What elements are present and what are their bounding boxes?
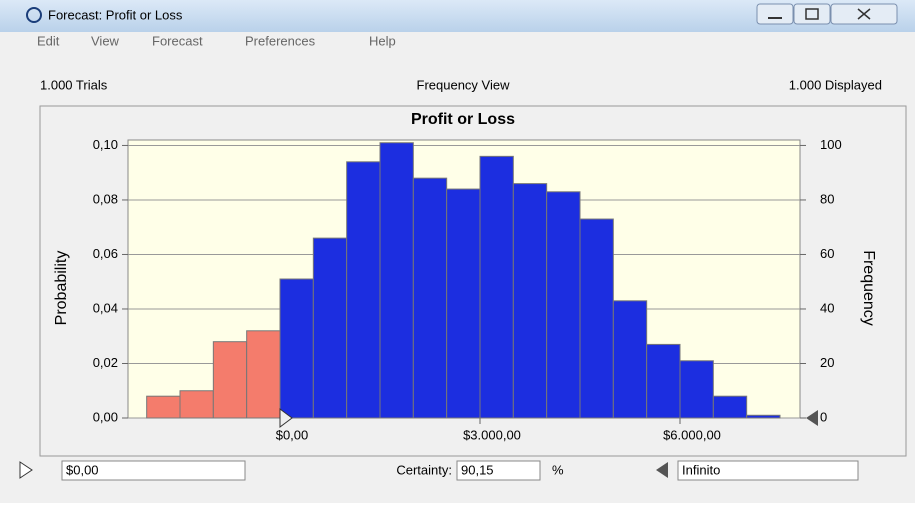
- y2-axis-label: Frequency: [860, 250, 877, 326]
- x-tick-label: $0,00: [276, 427, 309, 442]
- close-icon: [857, 8, 871, 20]
- y-tick-label: 0,02: [93, 355, 118, 370]
- bar: [246, 330, 281, 419]
- lower-input[interactable]: [61, 460, 246, 481]
- bar: [579, 218, 614, 419]
- lower-grabber[interactable]: [19, 461, 33, 479]
- upper-value: Infinito: [682, 462, 720, 477]
- menu-item[interactable]: Edit: [37, 33, 60, 48]
- bar: [346, 161, 381, 419]
- y-tick-label: 0,10: [93, 137, 118, 152]
- bar: [379, 142, 414, 419]
- certainty-input[interactable]: [456, 460, 541, 481]
- y2-tick-label: 20: [820, 355, 834, 370]
- displayed: 1.000 Displayed: [789, 77, 882, 92]
- x-tick-label: $3.000,00: [463, 427, 521, 442]
- y-tick-label: 0,06: [93, 246, 118, 261]
- certainty-value: 90,15: [461, 462, 494, 477]
- bar: [712, 395, 748, 419]
- certainty-unit: %: [552, 462, 564, 477]
- chart-title: Profit or Loss: [411, 111, 515, 128]
- maximize-icon: [805, 8, 819, 20]
- upper-input[interactable]: [677, 460, 859, 481]
- bar: [212, 341, 248, 419]
- bar: [446, 188, 481, 419]
- bar: [546, 191, 581, 419]
- y-tick-label: 0,08: [93, 191, 118, 206]
- menu-item[interactable]: Preferences: [245, 33, 316, 48]
- bar: [646, 343, 681, 419]
- bar: [479, 155, 514, 419]
- certainty-label: Certainty:: [396, 462, 452, 477]
- bar: [146, 395, 181, 419]
- view-name: Frequency View: [417, 77, 511, 92]
- bar: [679, 360, 714, 419]
- minimize-button[interactable]: [756, 3, 794, 25]
- app-icon: [26, 7, 42, 23]
- bar: [312, 237, 348, 419]
- y2-tick-label: 60: [820, 246, 834, 261]
- menu-bar: [0, 32, 915, 52]
- lower-value: $0,00: [66, 462, 99, 477]
- y-tick-label: 0,00: [93, 409, 118, 424]
- y2-tick-label: 100: [820, 137, 842, 152]
- menu-item[interactable]: Help: [369, 33, 396, 48]
- bar: [746, 414, 781, 419]
- menu-item[interactable]: Forecast: [152, 33, 203, 48]
- bar: [279, 278, 314, 419]
- y2-tick-label: 40: [820, 300, 834, 315]
- bar: [612, 300, 648, 419]
- y-axis-label: Probability: [53, 251, 70, 326]
- bar: [512, 183, 548, 419]
- window-title: Forecast: Profit or Loss: [48, 7, 183, 22]
- menu-item[interactable]: View: [91, 33, 120, 48]
- bar: [179, 390, 214, 419]
- x-tick-label: $6.000,00: [663, 427, 721, 442]
- upper-marker: [806, 410, 818, 426]
- maximize-button[interactable]: [793, 3, 831, 25]
- y2-tick-label: 80: [820, 191, 834, 206]
- y2-tick-label: 0: [820, 409, 827, 424]
- upper-grabber[interactable]: [656, 462, 668, 478]
- trials: 1.000 Trials: [40, 77, 108, 92]
- y-tick-label: 0,04: [93, 300, 118, 315]
- lower-marker: [279, 408, 293, 428]
- bar: [412, 177, 448, 419]
